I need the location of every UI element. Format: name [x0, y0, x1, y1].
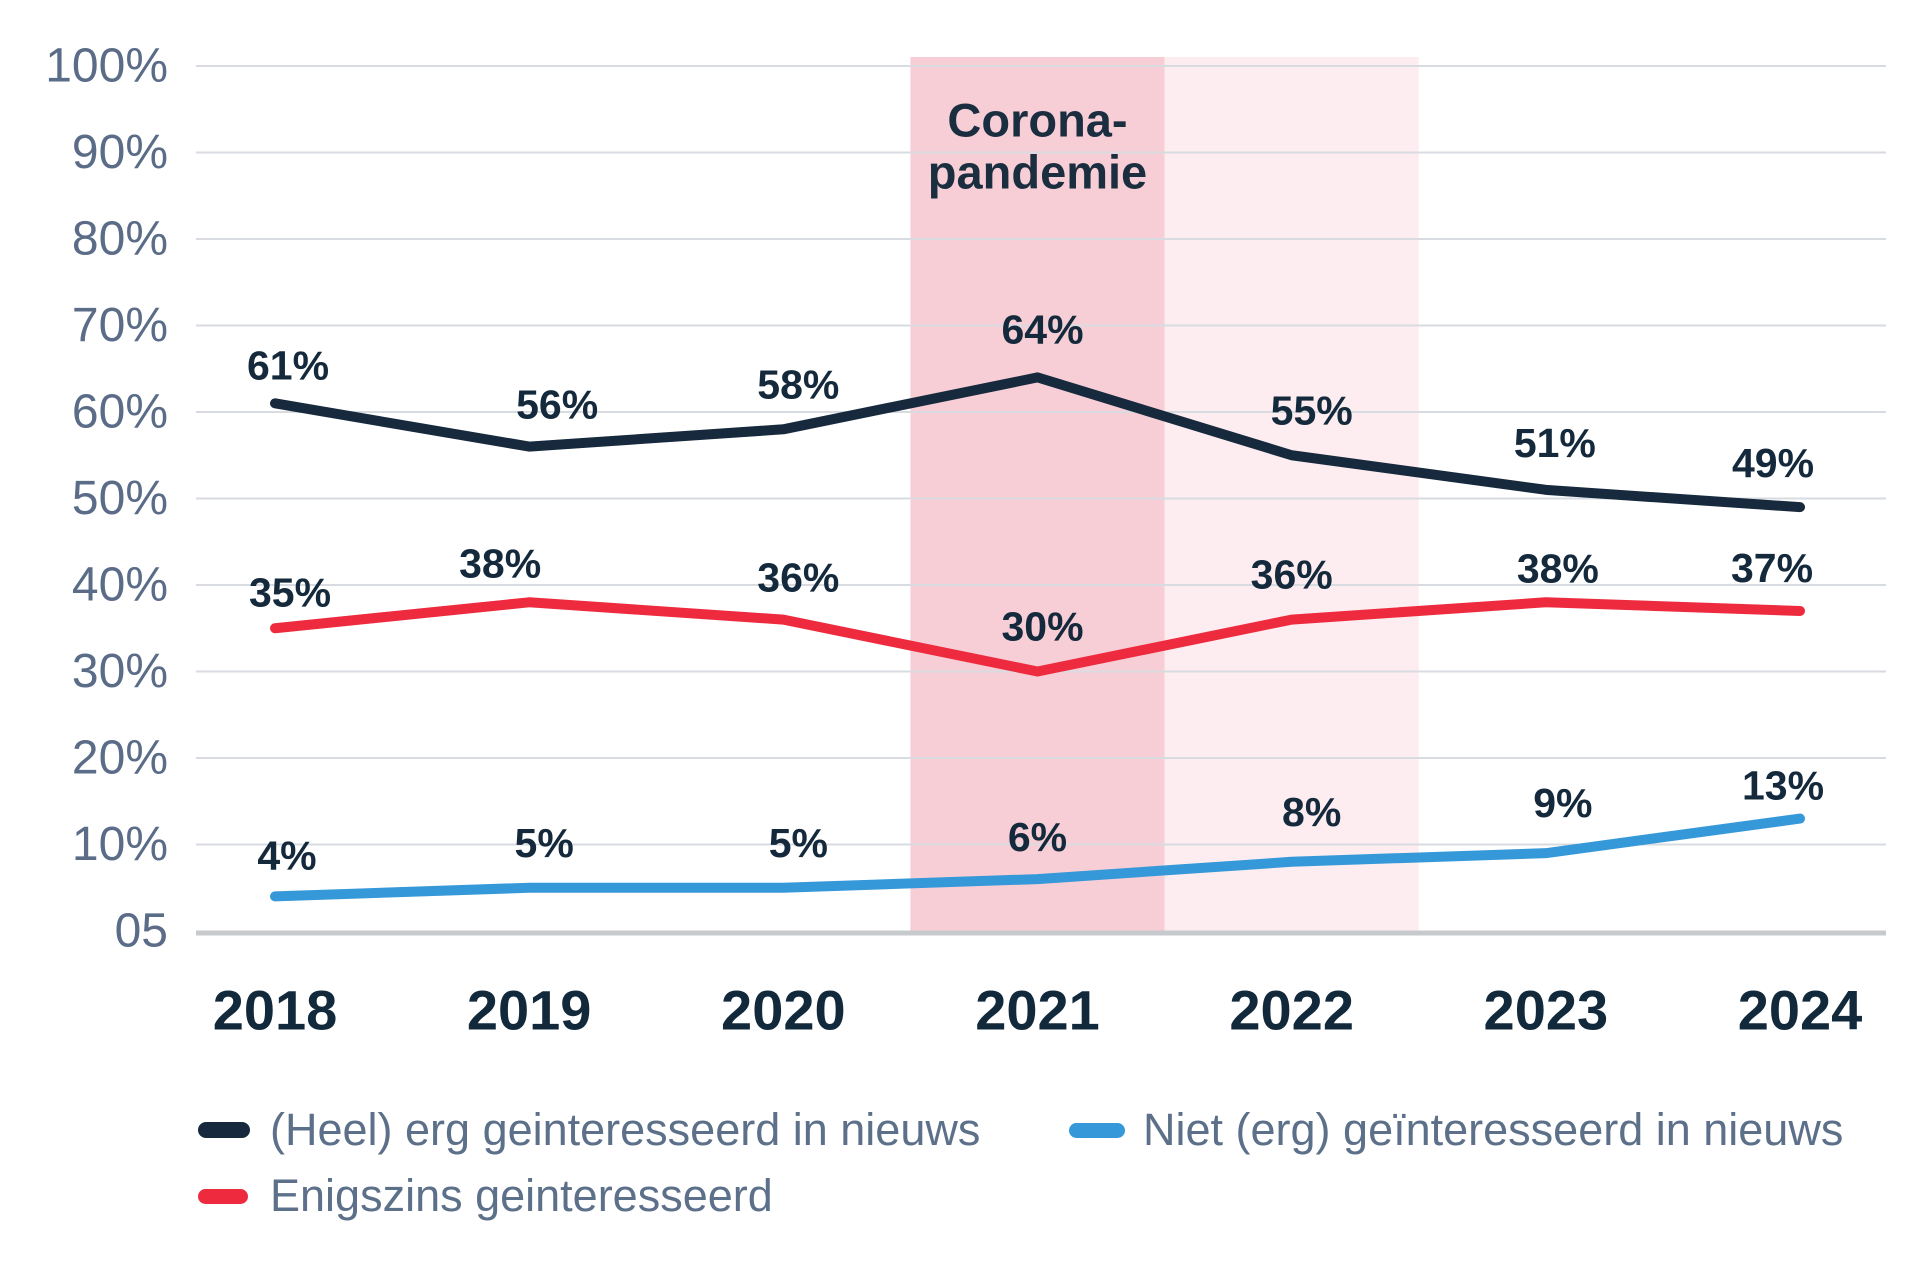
x-axis-tick-label: 2018 [213, 979, 338, 1042]
x-axis-tick-label: 2019 [467, 979, 592, 1042]
data-point-label: 36% [1251, 552, 1333, 598]
x-axis-tick-label: 2024 [1738, 979, 1863, 1042]
data-point-label: 9% [1533, 780, 1592, 826]
data-point-label: 13% [1742, 763, 1824, 809]
corona-band-label: Corona- [947, 94, 1127, 147]
x-axis-tick-label: 2021 [975, 979, 1100, 1042]
data-point-label: 55% [1271, 387, 1353, 433]
data-point-label: 35% [249, 569, 331, 615]
data-point-label: 61% [247, 342, 329, 388]
y-axis-tick-label: 40% [72, 559, 168, 612]
y-axis-tick-label: 50% [72, 472, 168, 525]
data-point-label: 38% [1517, 545, 1599, 591]
data-point-label: 5% [515, 820, 574, 866]
data-point-label: 5% [769, 820, 828, 866]
data-point-label: 49% [1732, 440, 1814, 486]
data-point-label: 37% [1731, 545, 1813, 591]
x-axis-tick-label: 2023 [1484, 979, 1609, 1042]
legend-swatch-dark-icon [198, 1122, 250, 1138]
y-axis-tick-label: 90% [72, 126, 168, 179]
corona-band-light [1164, 57, 1419, 931]
data-point-label: 58% [757, 361, 839, 407]
data-point-label: 56% [516, 382, 598, 428]
legend-label: Niet (erg) geïnteresseerd in nieuws [1143, 1104, 1844, 1155]
legend-label: Enigszins geinteresseerd [270, 1170, 773, 1221]
y-axis-tick-label: 100% [45, 40, 168, 93]
series-line-dark [270, 372, 1806, 513]
y-axis-tick-label: 10% [72, 818, 168, 871]
legend-item-niet-erg-geinteresseerd: Niet (erg) geïnteresseerd in nieuws [1069, 1102, 1843, 1158]
y-axis-tick-label: 30% [72, 645, 168, 698]
x-axis-tick-label: 2020 [721, 979, 846, 1042]
series-line-blue [270, 813, 1806, 902]
data-point-label: 8% [1282, 789, 1341, 835]
legend-item-enigszins-geinteresseerd: Enigszins geinteresseerd [198, 1168, 773, 1224]
y-axis-tick-label: 80% [72, 213, 168, 266]
legend-item-heel-erg-geinteresseerd: (Heel) erg geinteresseerd in nieuws [198, 1102, 980, 1158]
x-axis-tick-label: 2022 [1229, 979, 1354, 1042]
data-point-label: 38% [459, 540, 541, 586]
legend-label: (Heel) erg geinteresseerd in nieuws [270, 1104, 981, 1155]
corona-band-label: pandemie [928, 146, 1147, 199]
corona-band-dark [910, 57, 1165, 931]
y-axis-tick-label: 70% [72, 299, 168, 352]
data-point-label: 51% [1514, 420, 1596, 466]
y-axis-tick-label: 60% [72, 386, 168, 439]
legend-swatch-red-icon [198, 1188, 248, 1204]
series-line-red [270, 597, 1806, 677]
data-point-label: 4% [257, 832, 316, 878]
y-axis-tick-label: 05 [115, 905, 168, 958]
data-point-label: 36% [757, 555, 839, 601]
data-point-label: 64% [1001, 306, 1083, 352]
legend-swatch-blue-icon [1069, 1122, 1125, 1138]
data-point-label: 30% [1001, 604, 1083, 650]
y-axis-tick-label: 20% [72, 732, 168, 785]
data-point-label: 6% [1008, 814, 1067, 860]
